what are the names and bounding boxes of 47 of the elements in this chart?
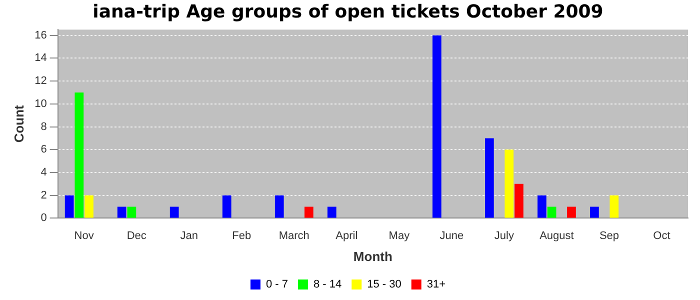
bar: [117, 206, 126, 218]
bar: [327, 206, 336, 218]
legend-label: 15 - 30: [367, 278, 402, 291]
x-axis-title: Month: [353, 248, 392, 264]
bar: [84, 195, 94, 218]
bar: [170, 206, 179, 218]
x-tick-label: July: [494, 230, 514, 242]
y-tick-label: 0: [40, 212, 47, 224]
bar: [590, 206, 599, 218]
bar: [222, 195, 232, 218]
bar: [567, 206, 576, 218]
x-tick-label: Feb: [232, 230, 252, 242]
x-tick-label: April: [336, 230, 358, 242]
x-tick-label: Sep: [599, 230, 620, 242]
y-tick-label: 16: [34, 29, 47, 42]
y-tick-label: 6: [40, 144, 47, 156]
x-tick-label: March: [278, 230, 310, 242]
bar: [127, 206, 136, 218]
x-tick-label: August: [540, 230, 574, 242]
bar: [514, 184, 524, 218]
bar: [538, 195, 546, 218]
y-tick-label: 8: [40, 120, 47, 133]
bar: [274, 195, 284, 218]
legend-label: 8 - 14: [313, 278, 342, 291]
legend-label: 0 - 7: [266, 278, 288, 291]
y-axis-title: Count: [11, 104, 26, 143]
y-tick-label: 2: [40, 189, 47, 202]
bar: [547, 206, 556, 218]
y-tick-label: 12: [34, 75, 47, 88]
x-tick-label: Nov: [74, 230, 94, 242]
y-tick-label: 4: [40, 166, 47, 179]
chart-title: iana-trip Age groups of open tickets October 2009: [92, 1, 604, 22]
x-tick-label: May: [388, 230, 410, 242]
bar: [610, 195, 619, 218]
y-tick-label: 10: [34, 98, 47, 110]
bar: [304, 206, 314, 218]
bar: [74, 92, 84, 218]
x-tick-label: Oct: [653, 230, 670, 242]
y-tick-label: 14: [34, 52, 47, 64]
legend-label: 31+: [426, 278, 446, 291]
bar: [504, 150, 514, 218]
bar: [485, 138, 494, 218]
bar: [432, 35, 442, 218]
x-tick-label: Dec: [126, 230, 147, 242]
x-tick-label: June: [440, 230, 464, 242]
bar: [64, 195, 74, 218]
x-tick-label: Jan: [180, 230, 198, 242]
